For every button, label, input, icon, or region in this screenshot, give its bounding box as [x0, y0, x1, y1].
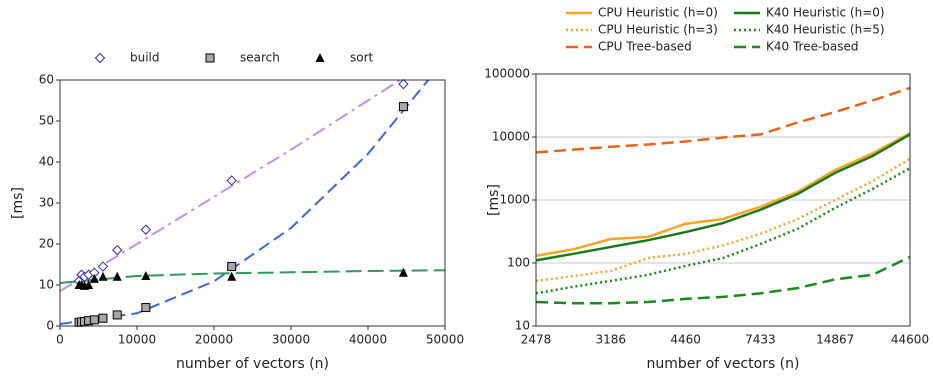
y-tick-label: 30: [39, 196, 54, 210]
x-tick-label: 10000: [118, 333, 156, 347]
y-tick-label: 100000: [484, 67, 530, 81]
marker: [98, 313, 108, 323]
x-tick-label: 0: [56, 333, 64, 347]
y-tick-label: 10000: [492, 130, 530, 144]
marker: [97, 261, 109, 272]
legend-label: K40 Heuristic (h=5): [766, 23, 885, 37]
y-tick-label: 10: [515, 319, 530, 333]
plot-frame: [535, 73, 911, 327]
marker: [112, 244, 123, 256]
x-tick-label: 2478: [521, 333, 552, 347]
x-tick-label: 40000: [349, 333, 387, 347]
line: [535, 255, 911, 305]
marker: [112, 310, 122, 320]
y-tick-label: 1000: [499, 193, 530, 207]
y-tick-label: 10: [39, 278, 54, 292]
marker: [89, 315, 99, 325]
y-tick-label: 50: [39, 114, 54, 128]
marker: [141, 303, 151, 313]
marker: [227, 271, 237, 281]
plot-frame: [59, 79, 446, 327]
y-axis-label: [ms]: [486, 184, 502, 216]
x-tick-label: 4460: [670, 333, 701, 347]
legend-label: build: [130, 51, 160, 65]
y-tick-label: 100: [507, 256, 530, 270]
fit-line: [60, 269, 445, 284]
marker: [140, 224, 152, 235]
marker: [227, 262, 237, 272]
y-tick-label: 60: [39, 73, 54, 87]
marker: [226, 175, 237, 186]
y-tick-label: 20: [39, 237, 54, 251]
y-axis-label: [ms]: [10, 187, 26, 219]
fit-line: [60, 80, 402, 293]
x-axis-label: number of vectors (n): [647, 356, 800, 372]
x-tick-label: 30000: [272, 333, 310, 347]
legend-marker: [94, 52, 106, 64]
legend-label: sort: [350, 51, 374, 65]
legend-label: search: [240, 51, 280, 65]
fit-line: [60, 80, 430, 325]
marker: [141, 270, 151, 280]
y-tick-label: 0: [46, 319, 54, 333]
marker: [84, 280, 94, 289]
line: [535, 167, 911, 295]
marker: [98, 271, 108, 281]
legend-label: CPU Tree-based: [598, 40, 692, 54]
legend-label: CPU Heuristic (h=3): [598, 23, 718, 37]
x-tick-label: 7433: [745, 333, 776, 347]
legend-label: CPU Heuristic (h=0): [598, 6, 718, 20]
marker: [112, 271, 122, 281]
x-tick-label: 44600: [891, 333, 929, 347]
line: [535, 132, 911, 258]
marker: [398, 267, 408, 277]
line: [535, 133, 911, 262]
x-tick-label: 14867: [816, 333, 854, 347]
marker: [398, 102, 408, 112]
legend-label: K40 Tree-based: [766, 40, 859, 54]
x-tick-label: 50000: [426, 333, 464, 347]
marker: [398, 78, 409, 90]
line: [535, 157, 911, 283]
legend-marker: [315, 53, 325, 62]
legend-label: K40 Heuristic (h=0): [766, 6, 885, 20]
x-tick-label: 20000: [195, 333, 233, 347]
x-tick-label: 3186: [596, 333, 627, 347]
marker: [89, 273, 99, 283]
line: [535, 86, 911, 154]
x-axis-label: number of vectors (n): [176, 356, 329, 372]
legend-marker: [205, 53, 215, 63]
y-tick-label: 40: [39, 155, 54, 169]
